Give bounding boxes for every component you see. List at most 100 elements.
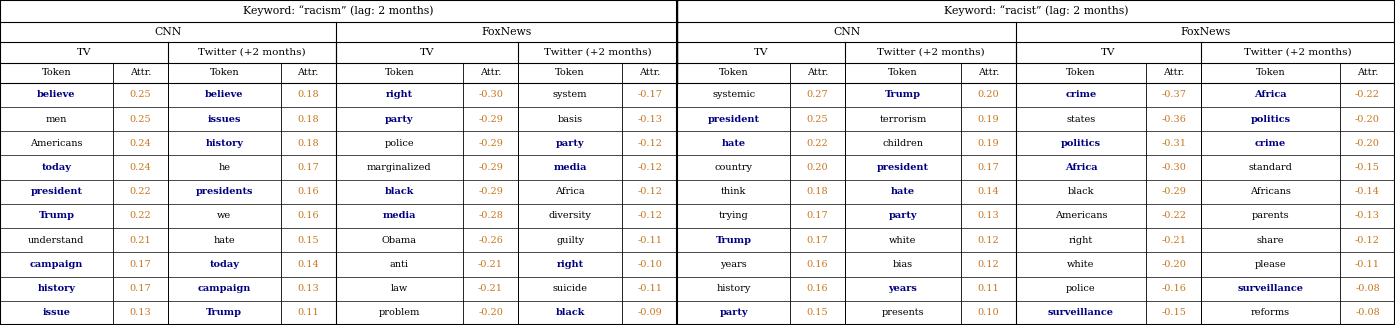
Text: 0.20: 0.20 bbox=[806, 163, 829, 172]
Text: Attr.: Attr. bbox=[639, 68, 660, 77]
Text: 0.15: 0.15 bbox=[806, 308, 829, 318]
Text: problem: problem bbox=[378, 308, 420, 318]
Text: 0.19: 0.19 bbox=[978, 115, 999, 124]
Text: -0.21: -0.21 bbox=[478, 260, 504, 269]
Text: 0.16: 0.16 bbox=[806, 260, 829, 269]
Text: surveillance: surveillance bbox=[1237, 284, 1303, 293]
Text: media: media bbox=[554, 163, 587, 172]
Text: -0.12: -0.12 bbox=[638, 187, 663, 196]
Text: history: history bbox=[205, 139, 243, 148]
Text: anti: anti bbox=[389, 260, 409, 269]
Text: -0.08: -0.08 bbox=[1355, 308, 1380, 318]
Text: Trump: Trump bbox=[39, 212, 74, 220]
Text: 0.25: 0.25 bbox=[130, 115, 151, 124]
Text: Americans: Americans bbox=[31, 139, 82, 148]
Text: TV: TV bbox=[420, 48, 434, 57]
Text: Keyword: “racism” (lag: 2 months): Keyword: “racism” (lag: 2 months) bbox=[243, 6, 434, 17]
Text: black: black bbox=[1067, 187, 1094, 196]
Text: today: today bbox=[209, 260, 239, 269]
Text: -0.26: -0.26 bbox=[478, 236, 504, 245]
Text: -0.12: -0.12 bbox=[1355, 236, 1380, 245]
Text: think: think bbox=[721, 187, 746, 196]
Text: 0.10: 0.10 bbox=[978, 308, 999, 318]
Text: country: country bbox=[714, 163, 753, 172]
Text: history: history bbox=[38, 284, 75, 293]
Text: today: today bbox=[42, 163, 71, 172]
Text: Trump: Trump bbox=[206, 308, 243, 318]
Text: -0.30: -0.30 bbox=[1161, 163, 1186, 172]
Text: -0.12: -0.12 bbox=[638, 212, 663, 220]
Text: 0.13: 0.13 bbox=[130, 308, 151, 318]
Text: police: police bbox=[385, 139, 414, 148]
Text: -0.29: -0.29 bbox=[478, 115, 504, 124]
Text: history: history bbox=[717, 284, 751, 293]
Text: 0.14: 0.14 bbox=[297, 260, 319, 269]
Text: 0.19: 0.19 bbox=[978, 139, 999, 148]
Text: -0.37: -0.37 bbox=[1161, 90, 1186, 99]
Text: guilty: guilty bbox=[557, 236, 585, 245]
Text: politics: politics bbox=[1250, 115, 1290, 124]
Text: -0.13: -0.13 bbox=[638, 115, 663, 124]
Text: presidents: presidents bbox=[195, 187, 252, 196]
Text: black: black bbox=[385, 187, 414, 196]
Text: TV: TV bbox=[753, 48, 769, 57]
Text: 0.17: 0.17 bbox=[806, 236, 829, 245]
Text: -0.36: -0.36 bbox=[1161, 115, 1186, 124]
Text: -0.11: -0.11 bbox=[1355, 260, 1380, 269]
Text: -0.20: -0.20 bbox=[478, 308, 504, 318]
Text: TV: TV bbox=[1101, 48, 1116, 57]
Text: 0.11: 0.11 bbox=[297, 308, 319, 318]
Text: -0.17: -0.17 bbox=[638, 90, 663, 99]
Text: 0.18: 0.18 bbox=[806, 187, 829, 196]
Text: law: law bbox=[391, 284, 407, 293]
Text: crime: crime bbox=[1066, 90, 1096, 99]
Text: 0.17: 0.17 bbox=[130, 284, 151, 293]
Text: president: president bbox=[707, 115, 760, 124]
Text: white: white bbox=[889, 236, 917, 245]
Text: Token: Token bbox=[889, 68, 918, 77]
Text: -0.29: -0.29 bbox=[478, 187, 504, 196]
Text: right: right bbox=[1069, 236, 1094, 245]
Text: systemic: systemic bbox=[711, 90, 755, 99]
Text: issues: issues bbox=[208, 115, 241, 124]
Text: 0.12: 0.12 bbox=[978, 260, 999, 269]
Text: 0.21: 0.21 bbox=[130, 236, 151, 245]
Text: 0.17: 0.17 bbox=[978, 163, 999, 172]
Text: 0.17: 0.17 bbox=[806, 212, 829, 220]
Text: basis: basis bbox=[558, 115, 583, 124]
Text: diversity: diversity bbox=[548, 212, 591, 220]
Text: Token: Token bbox=[718, 68, 749, 77]
Text: politics: politics bbox=[1062, 139, 1101, 148]
Text: -0.10: -0.10 bbox=[638, 260, 663, 269]
Text: bias: bias bbox=[893, 260, 914, 269]
Text: FoxNews: FoxNews bbox=[481, 27, 531, 37]
Text: party: party bbox=[889, 212, 918, 220]
Text: -0.22: -0.22 bbox=[1161, 212, 1186, 220]
Text: Africa: Africa bbox=[1064, 163, 1098, 172]
Text: believe: believe bbox=[205, 90, 244, 99]
Text: issue: issue bbox=[42, 308, 70, 318]
Text: president: president bbox=[877, 163, 929, 172]
Text: Token: Token bbox=[42, 68, 71, 77]
Text: reforms: reforms bbox=[1251, 308, 1290, 318]
Text: 0.12: 0.12 bbox=[978, 236, 999, 245]
Text: -0.12: -0.12 bbox=[638, 163, 663, 172]
Text: hate: hate bbox=[891, 187, 915, 196]
Text: -0.20: -0.20 bbox=[1355, 139, 1380, 148]
Text: -0.11: -0.11 bbox=[638, 284, 663, 293]
Text: 0.15: 0.15 bbox=[297, 236, 319, 245]
Text: -0.30: -0.30 bbox=[478, 90, 504, 99]
Text: understand: understand bbox=[28, 236, 85, 245]
Text: share: share bbox=[1257, 236, 1285, 245]
Text: we: we bbox=[218, 212, 232, 220]
Text: terrorism: terrorism bbox=[879, 115, 926, 124]
Text: -0.08: -0.08 bbox=[1355, 284, 1380, 293]
Text: presents: presents bbox=[882, 308, 925, 318]
Text: -0.14: -0.14 bbox=[1355, 187, 1380, 196]
Text: TV: TV bbox=[77, 48, 91, 57]
Text: Token: Token bbox=[555, 68, 585, 77]
Text: Twitter (+2 months): Twitter (+2 months) bbox=[876, 48, 985, 57]
Text: 0.24: 0.24 bbox=[130, 139, 151, 148]
Text: police: police bbox=[1066, 284, 1096, 293]
Text: -0.15: -0.15 bbox=[1161, 308, 1186, 318]
